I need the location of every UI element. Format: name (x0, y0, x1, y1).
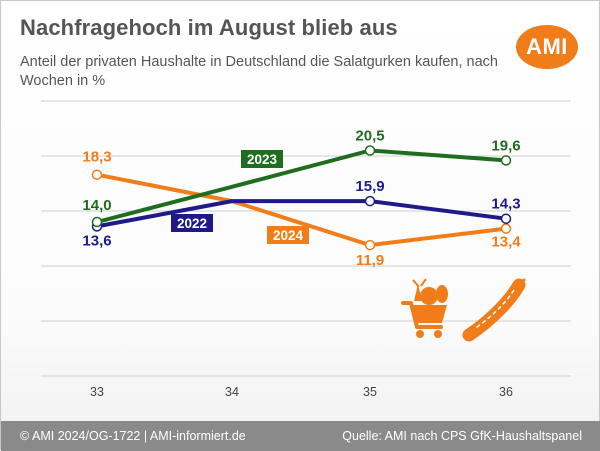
data-label-2023: 20,5 (355, 128, 384, 145)
x-tick-label: 33 (90, 385, 104, 399)
x-tick-label: 35 (363, 385, 377, 399)
svg-text:2022: 2022 (177, 216, 207, 231)
data-point-2022 (500, 213, 512, 224)
svg-text:2023: 2023 (247, 152, 278, 167)
chart-subtitle: Anteil der privaten Haushalte in Deutsch… (20, 54, 498, 89)
svg-text:2024: 2024 (273, 228, 304, 243)
data-point-2024 (500, 223, 512, 234)
x-tick-label: 34 (225, 385, 239, 399)
data-point-2022 (364, 195, 376, 207)
footer-copyright: © AMI 2024/OG-1722 | AMI-informiert.de (20, 429, 246, 443)
data-label-2022: 14,3 (491, 196, 520, 213)
series-tag-2023: 2023 (241, 150, 283, 168)
data-label-2024: 13,4 (491, 234, 521, 251)
shopping-cart-icon (401, 278, 448, 338)
cucumber-icon (462, 278, 526, 342)
data-point-2023 (500, 155, 512, 166)
data-label-2023: 14,0 (82, 197, 111, 214)
data-label-2024: 18,3 (82, 149, 111, 166)
data-label-2022: 15,9 (355, 178, 384, 195)
series-line-2022 (96, 199, 507, 229)
data-point-2023 (364, 145, 376, 156)
series-line-2023 (96, 148, 507, 224)
series-tag-2024: 2024 (267, 226, 309, 244)
footer-bar: © AMI 2024/OG-1722 | AMI-informiert.de Q… (1, 421, 600, 451)
series-line-2024 (96, 172, 507, 248)
series-tag-2022: 2022 (171, 214, 213, 232)
ami-logo: AMI (516, 25, 578, 69)
data-point-2024 (364, 239, 376, 251)
data-label-2022: 13,6 (82, 232, 111, 249)
x-tick-label: 36 (499, 385, 513, 399)
footer-source: Quelle: AMI nach CPS GfK-Haushaltspanel (342, 429, 582, 443)
data-point-2024 (91, 169, 103, 180)
data-point-2023 (91, 216, 103, 228)
data-label-2024: 11,9 (356, 252, 384, 269)
data-label-2023: 19,6 (491, 137, 520, 154)
chart-title: Nachfragehoch im August blieb aus (20, 15, 398, 40)
